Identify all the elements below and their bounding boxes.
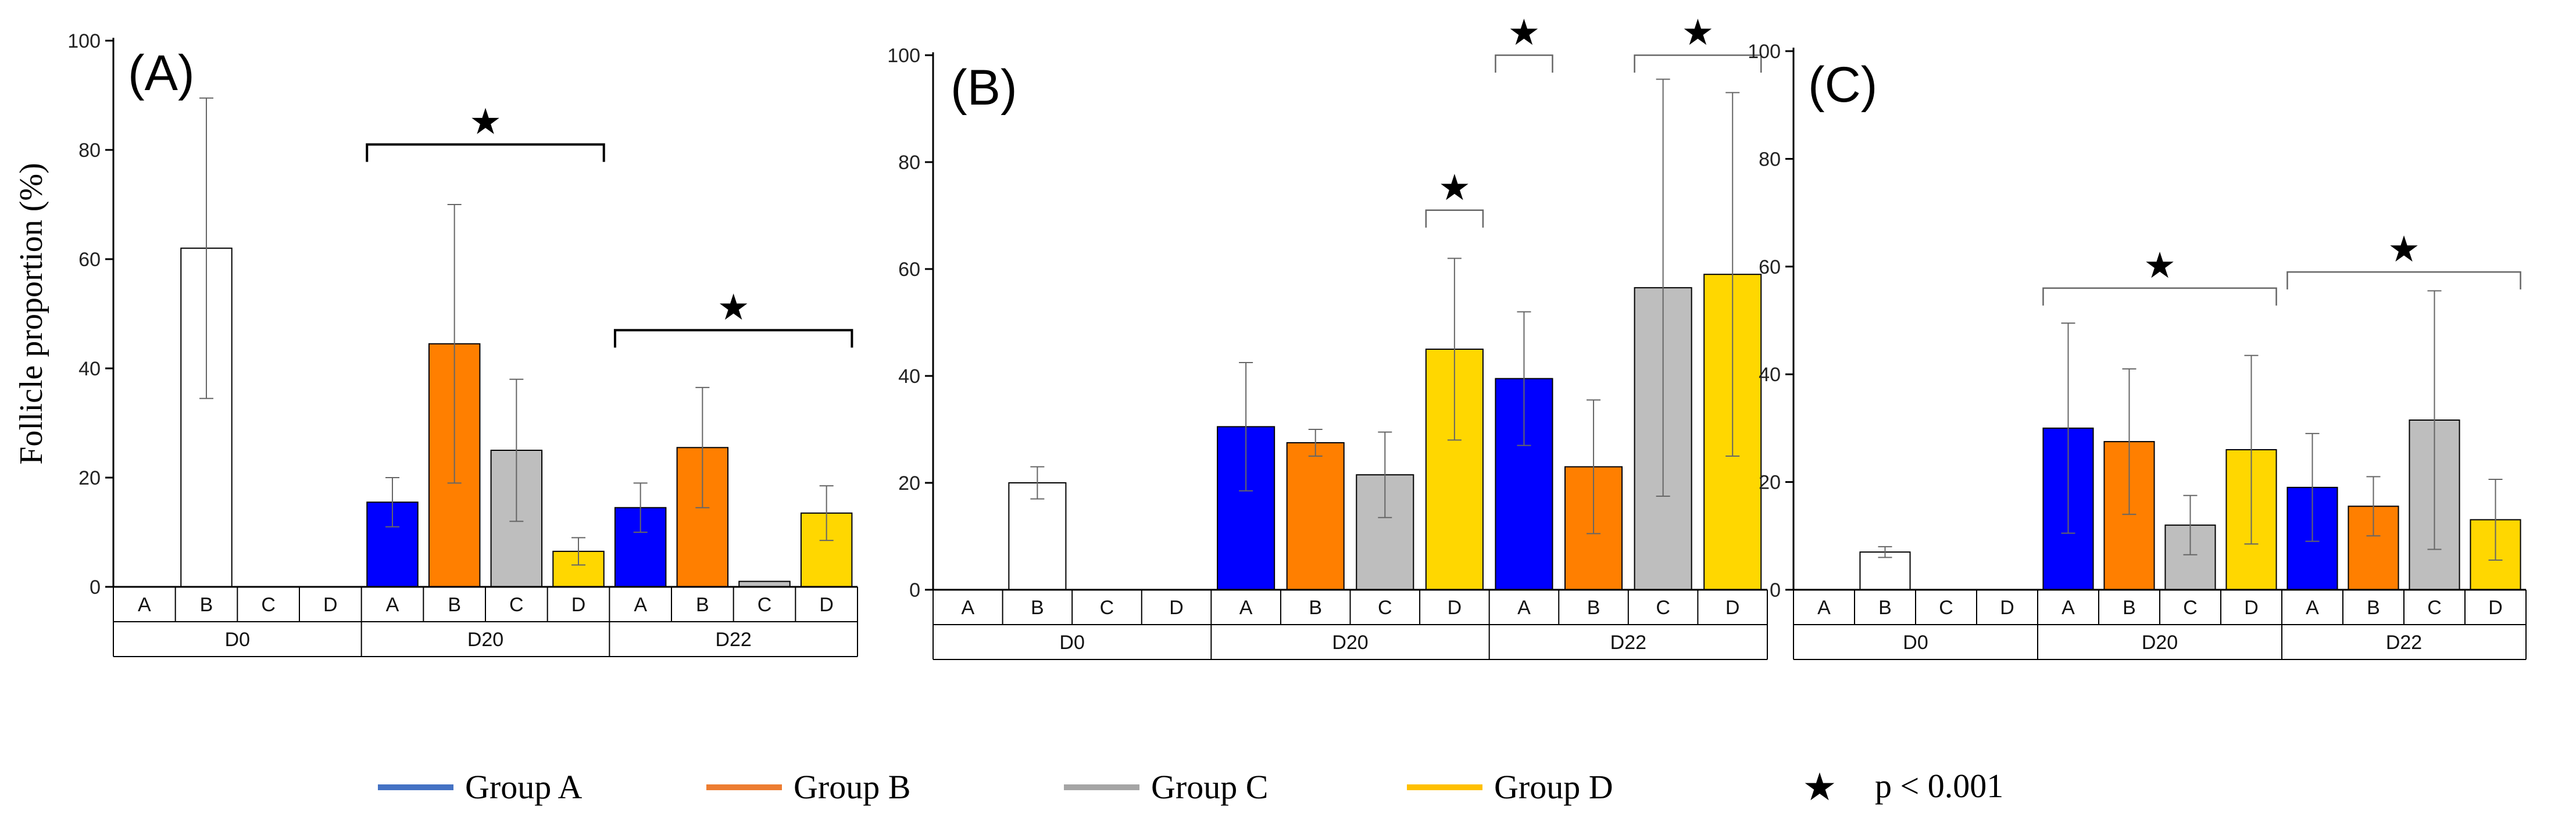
- y-tick-label: 100: [1748, 41, 1781, 63]
- category-label: A: [2306, 597, 2319, 619]
- group-label: D20: [1332, 632, 1368, 654]
- category-label: B: [200, 594, 213, 616]
- category-label: C: [1939, 597, 1953, 619]
- significance-bracket: [2042, 287, 2277, 306]
- category-label: C: [1378, 597, 1392, 619]
- category-label: A: [1817, 597, 1831, 619]
- category-label: C: [758, 594, 772, 616]
- significance-bracket: [613, 329, 853, 348]
- significance-bracket: [1425, 209, 1484, 228]
- category-label: D: [1725, 597, 1740, 619]
- category-label: B: [1878, 597, 1892, 619]
- legend-significance-star: ★: [1802, 765, 1837, 809]
- y-tick-label: 20: [898, 472, 920, 494]
- y-tick-label: 100: [887, 45, 920, 67]
- panel-label: (A): [128, 45, 195, 101]
- significance-bracket: [2286, 271, 2521, 290]
- significance-star: ★: [717, 286, 750, 328]
- group-label: D0: [1903, 632, 1928, 654]
- category-label: D: [1448, 597, 1462, 619]
- chart-panel-1: 0 20 40 60 80 100 Follicle proportion (%) (A) A B…: [13, 30, 858, 657]
- group-label: D22: [2386, 632, 2422, 654]
- legend-label: Group B: [794, 768, 910, 806]
- y-tick-label: 80: [1759, 148, 1781, 170]
- category-label: A: [138, 594, 151, 616]
- significance-star: ★: [469, 101, 502, 143]
- y-tick-label: 80: [898, 152, 920, 174]
- category-label: A: [1517, 597, 1531, 619]
- category-label: C: [2427, 597, 2442, 619]
- y-tick-label: 20: [1759, 472, 1781, 494]
- legend-label: Group D: [1494, 768, 1613, 806]
- significance-star: ★: [2143, 244, 2176, 286]
- y-tick-label: 40: [898, 365, 920, 388]
- bar-D0-B: [1008, 482, 1067, 590]
- significance-star: ★: [2388, 228, 2420, 270]
- category-label: D: [571, 594, 586, 616]
- y-tick-label: 0: [90, 576, 101, 598]
- category-label: D: [2000, 597, 2014, 619]
- category-label: C: [1100, 597, 1114, 619]
- category-label: D: [2244, 597, 2259, 619]
- group-label: D0: [225, 629, 250, 651]
- category-label: A: [961, 597, 974, 619]
- category-label: B: [1587, 597, 1600, 619]
- y-tick-label: 40: [1759, 364, 1781, 386]
- category-label: D: [819, 594, 834, 616]
- group-label: D22: [1610, 632, 1646, 654]
- category-label: D: [2488, 597, 2503, 619]
- y-tick-label: 100: [67, 30, 101, 52]
- bar-D0-B: [1859, 551, 1911, 590]
- category-label: B: [1031, 597, 1044, 619]
- chart-panel-2: 0 20 40 60 80 100 (B) A B C D D0 A B C D D20 A B C D D22 ★ ★ ★: [887, 11, 1768, 660]
- category-label: A: [2061, 597, 2075, 619]
- category-label: C: [1656, 597, 1670, 619]
- y-tick-label: 60: [78, 249, 101, 271]
- legend: Group A Group B Group C Group D ★ p < 0.001: [378, 765, 2003, 809]
- y-tick-label: 20: [78, 467, 101, 489]
- category-label: B: [448, 594, 461, 616]
- group-label: D20: [2142, 632, 2178, 654]
- chart-panels: 0 20 40 60 80 100 Follicle proportion (%) (A) A B…: [13, 11, 2527, 660]
- category-label: B: [2123, 597, 2136, 619]
- significance-bracket: [1634, 54, 1762, 73]
- category-label: B: [2367, 597, 2380, 619]
- y-axis-label: Follicle proportion (%): [13, 163, 49, 464]
- group-label: D0: [1059, 632, 1084, 654]
- legend-label: Group C: [1151, 768, 1268, 806]
- significance-bracket: [366, 143, 605, 162]
- significance-star: ★: [1438, 166, 1471, 209]
- group-label: D22: [715, 629, 751, 651]
- y-tick-label: 0: [1770, 579, 1781, 601]
- category-label: D: [1169, 597, 1184, 619]
- category-label: A: [386, 594, 399, 616]
- y-tick-label: 80: [78, 139, 101, 162]
- bar-D20-B: [1286, 442, 1345, 590]
- panel-label: (C): [1808, 57, 1877, 113]
- group-label: D20: [467, 629, 503, 651]
- legend-significance-label: p < 0.001: [1875, 767, 2003, 805]
- significance-bracket: [1495, 54, 1553, 73]
- significance-star: ★: [1508, 11, 1541, 53]
- y-tick-label: 60: [898, 259, 920, 281]
- y-tick-label: 0: [909, 579, 920, 601]
- category-label: C: [261, 594, 276, 616]
- significance-star: ★: [1682, 11, 1714, 53]
- y-tick-label: 60: [1759, 256, 1781, 278]
- category-label: D: [323, 594, 338, 616]
- panel-label: (B): [951, 60, 1017, 116]
- y-tick-label: 40: [78, 358, 101, 380]
- category-label: C: [509, 594, 524, 616]
- category-label: B: [1309, 597, 1322, 619]
- category-label: A: [634, 594, 647, 616]
- chart-panel-3: 0 20 40 60 80 100 (C) A B C D D0 A B C D D20 A B C D D22 ★ ★: [1748, 41, 2527, 660]
- category-label: A: [1239, 597, 1253, 619]
- legend-label: Group A: [465, 768, 583, 806]
- category-label: C: [2183, 597, 2198, 619]
- category-label: B: [696, 594, 709, 616]
